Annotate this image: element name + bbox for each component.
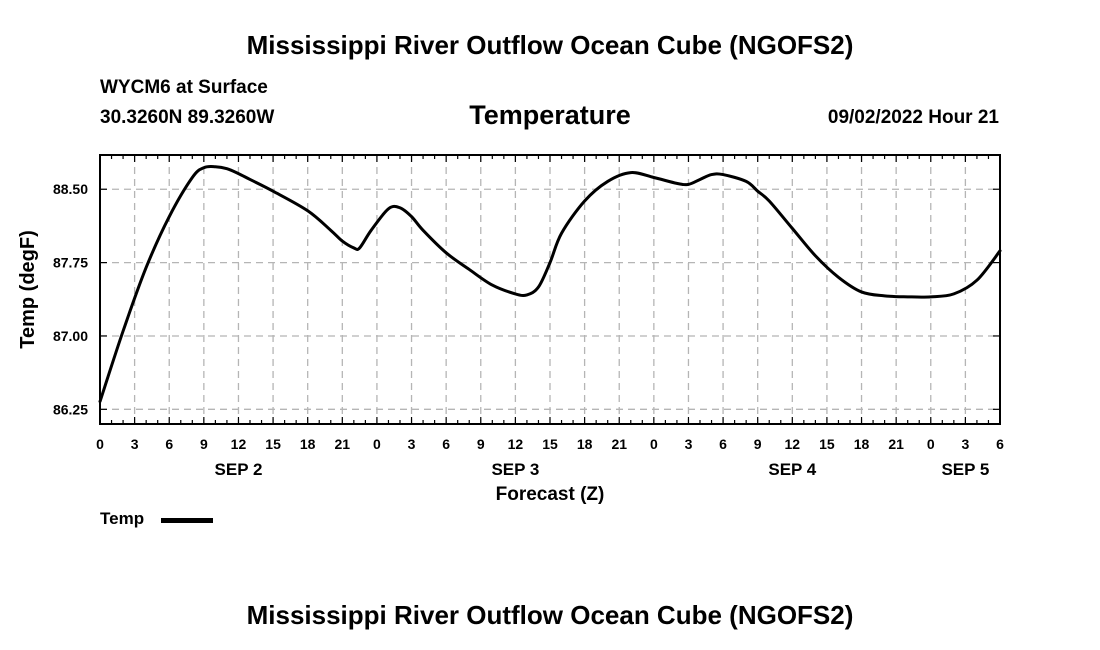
x-tick-label: 15 [265, 436, 281, 452]
x-tick-label: 0 [373, 436, 381, 452]
legend-swatch [161, 518, 213, 523]
legend-label: Temp [100, 509, 145, 528]
x-tick-label: 18 [854, 436, 870, 452]
x-tick-label: 15 [819, 436, 835, 452]
x-tick-label: 6 [442, 436, 450, 452]
station-coords: 30.3260N 89.3260W [100, 107, 275, 128]
x-tick-label: 3 [685, 436, 693, 452]
x-tick-label: 18 [300, 436, 316, 452]
x-tick-label: 6 [719, 436, 727, 452]
footer-title: Mississippi River Outflow Ocean Cube (NG… [246, 600, 854, 630]
y-tick-label: 88.50 [53, 181, 88, 197]
x-tick-label: 0 [650, 436, 658, 452]
station-label: WYCM6 at Surface [100, 77, 268, 98]
y-axis-label: Temp (degF) [17, 230, 39, 349]
x-tick-label: 15 [542, 436, 558, 452]
x-tick-label: 18 [577, 436, 593, 452]
temp-series-line [98, 164, 1002, 403]
x-tick-label: 3 [408, 436, 416, 452]
y-tick-label: 87.75 [53, 255, 88, 271]
x-tick-label: 21 [888, 436, 904, 452]
forecast-datetime: 09/02/2022 Hour 21 [827, 107, 999, 128]
x-tick-label: 21 [335, 436, 351, 452]
x-tick-label: 21 [611, 436, 627, 452]
chart-title: Temperature [469, 100, 631, 130]
x-tick-label: 0 [927, 436, 935, 452]
x-tick-label: 0 [96, 436, 104, 452]
x-tick-label: 9 [477, 436, 485, 452]
x-tick-label: 3 [961, 436, 969, 452]
day-label: SEP 2 [215, 460, 263, 479]
x-tick-label: 6 [165, 436, 173, 452]
day-label: SEP 5 [941, 460, 989, 479]
y-tick-label: 87.00 [53, 328, 88, 344]
x-tick-label: 9 [200, 436, 208, 452]
x-tick-label: 12 [785, 436, 801, 452]
x-tick-label: 12 [508, 436, 524, 452]
y-tick-label: 86.25 [53, 401, 88, 417]
x-axis-label: Forecast (Z) [496, 484, 605, 505]
x-tick-label: 12 [231, 436, 247, 452]
page-title: Mississippi River Outflow Ocean Cube (NG… [246, 30, 854, 60]
day-label: SEP 3 [491, 460, 539, 479]
day-label: SEP 4 [768, 460, 816, 479]
x-tick-label: 6 [996, 436, 1004, 452]
x-tick-label: 3 [131, 436, 139, 452]
x-tick-label: 9 [754, 436, 762, 452]
